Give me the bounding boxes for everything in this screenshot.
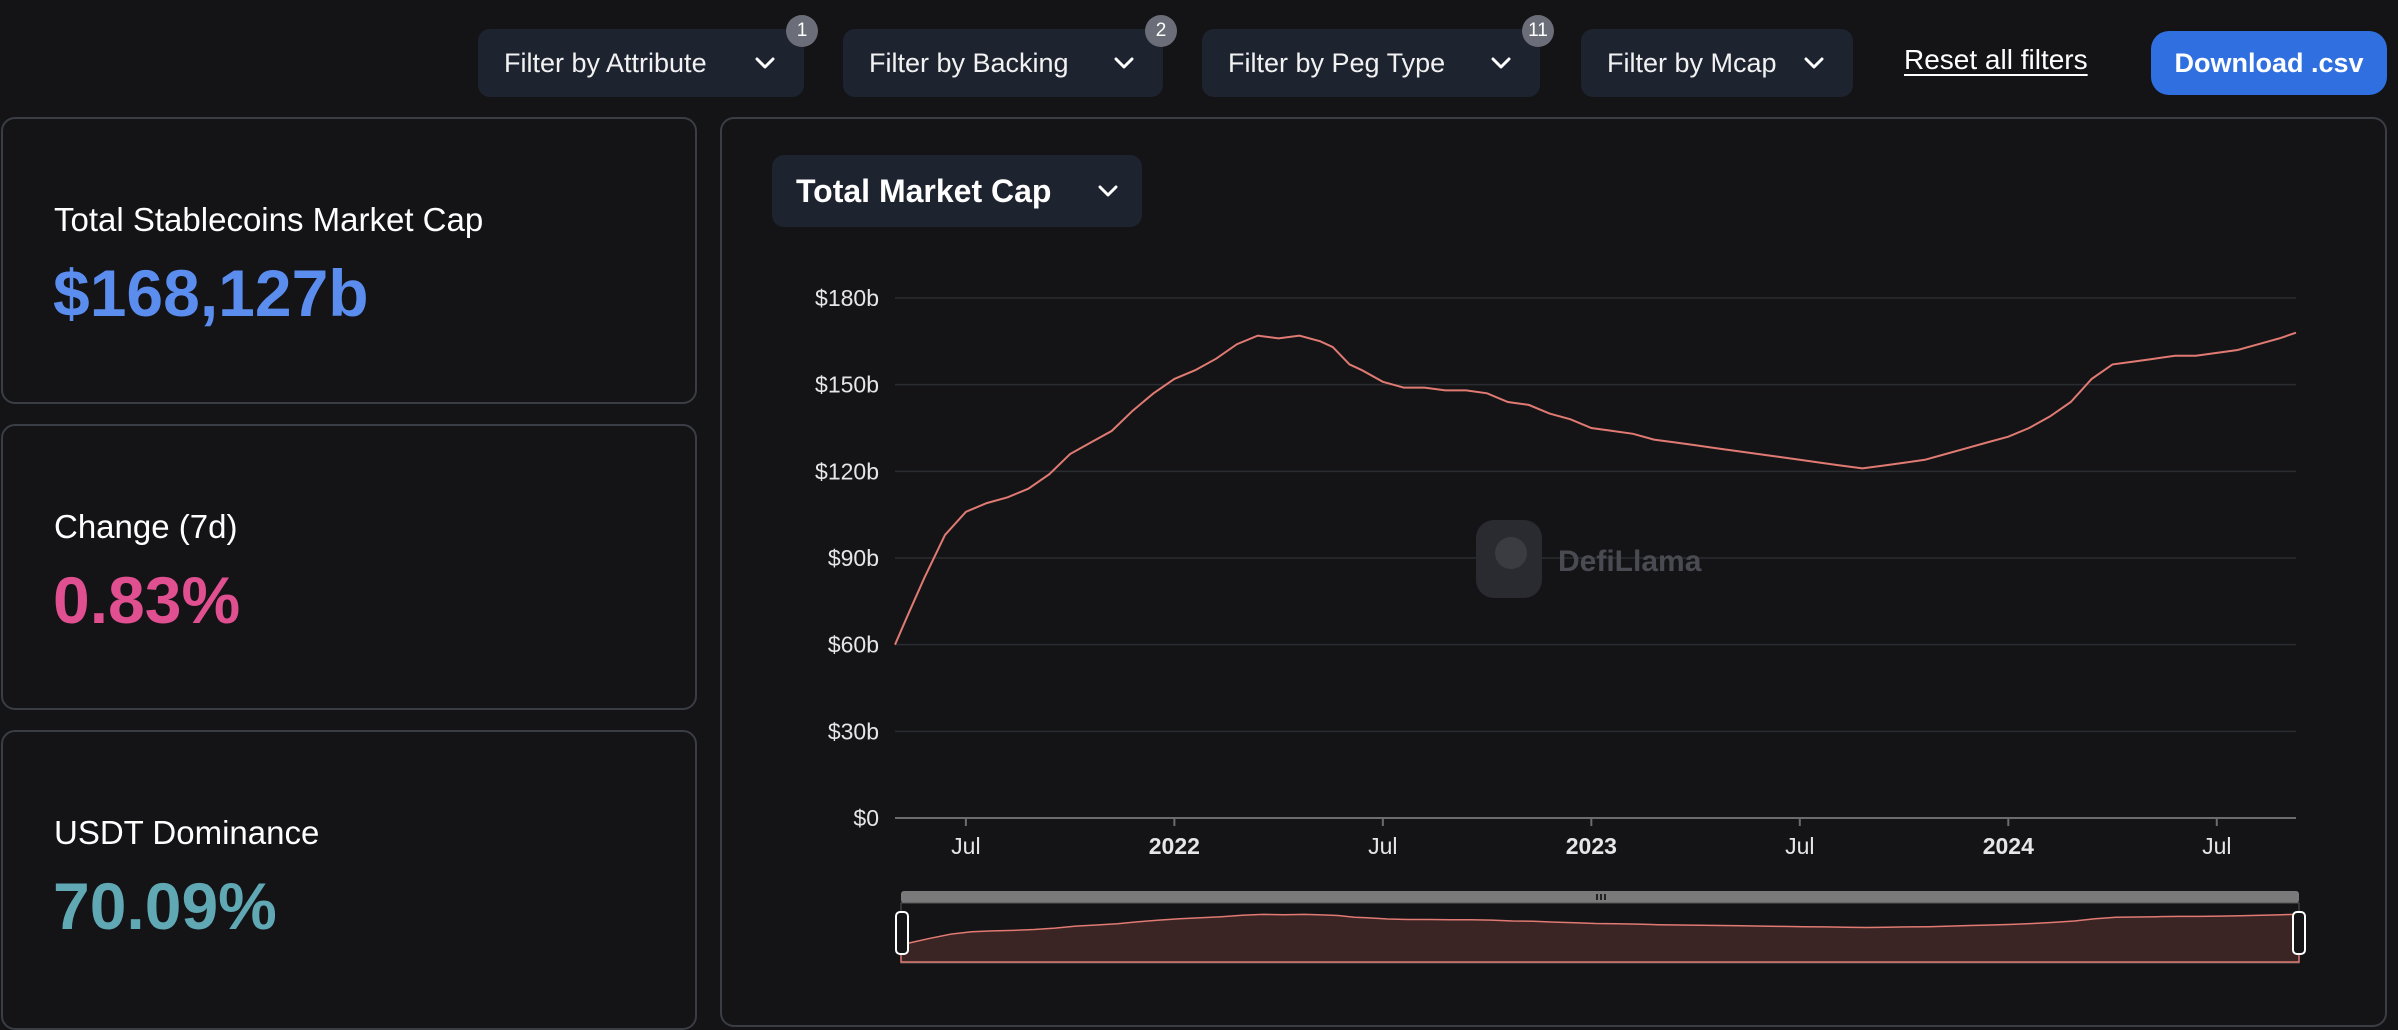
- y-tick-label: $30b: [828, 718, 879, 744]
- x-tick-label: Jul: [1368, 833, 1397, 859]
- stat-label: USDT Dominance: [54, 814, 320, 851]
- chevron-down-icon: [1801, 50, 1827, 76]
- chart-metric-select[interactable]: Total Market Cap: [772, 155, 1142, 227]
- chevron-down-icon: [1488, 50, 1514, 76]
- reset-filters-link[interactable]: Reset all filters: [1904, 44, 2088, 75]
- filter-count-badge: 11: [1522, 15, 1554, 47]
- stat-label: Total Stablecoins Market Cap: [54, 201, 484, 238]
- filter-attribute-button[interactable]: Filter by Attribute 1: [478, 15, 818, 97]
- x-tick-label: Jul: [951, 833, 980, 859]
- x-tick-label: 2024: [1983, 833, 2034, 859]
- stat-value: 70.09%: [53, 869, 277, 943]
- x-tick-label: Jul: [2202, 833, 2231, 859]
- brush-preview-area: [900, 913, 2300, 963]
- stat-value: 0.83%: [53, 563, 241, 637]
- y-tick-label: $180b: [815, 285, 879, 311]
- x-tick-label: 2023: [1566, 833, 1617, 859]
- brush-handle-left[interactable]: [895, 911, 909, 955]
- chart-metric-label: Total Market Cap: [796, 172, 1052, 209]
- series-line: [894, 331, 2297, 646]
- brush-grip-icon: [1596, 894, 1606, 900]
- chevron-down-icon: [1098, 185, 1118, 197]
- y-tick-label: $120b: [815, 458, 879, 484]
- defillama-watermark: DefiLlama: [1476, 520, 1702, 598]
- chevron-down-icon: [1111, 50, 1137, 76]
- stat-label: Change (7d): [54, 508, 238, 545]
- x-axis: Jul 2022 Jul 2023 Jul 2024 Jul: [951, 818, 2231, 859]
- chevron-down-icon: [752, 50, 778, 76]
- filter-backing-label: Filter by Backing: [869, 47, 1069, 78]
- y-tick-label: $90b: [828, 545, 879, 571]
- y-axis: $0 $30b $60b $90b $120b $150b $180b: [815, 285, 879, 831]
- filter-count-badge: 1: [786, 15, 818, 47]
- watermark-text: DefiLlama: [1558, 545, 1702, 578]
- x-tick-label: Jul: [1785, 833, 1814, 859]
- y-tick-label: $150b: [815, 372, 879, 398]
- grid: [895, 297, 2296, 819]
- brush-handle-right[interactable]: [2292, 911, 2306, 955]
- filter-count-badge: 2: [1145, 15, 1177, 47]
- filter-peg-type-button[interactable]: Filter by Peg Type 11: [1202, 15, 1554, 97]
- stat-card-usdt-dominance: USDT Dominance 70.09%: [1, 730, 697, 1030]
- stat-card-change-7d: Change (7d) 0.83%: [1, 424, 697, 710]
- chart-panel: [720, 117, 2387, 1027]
- filter-mcap-button[interactable]: Filter by Mcap: [1581, 29, 1853, 97]
- filter-attribute-label: Filter by Attribute: [504, 47, 707, 78]
- defillama-logo-icon: [1495, 537, 1527, 569]
- filter-mcap-label: Filter by Mcap: [1607, 47, 1777, 78]
- filter-peg-type-label: Filter by Peg Type: [1228, 47, 1446, 78]
- stat-value: $168,127b: [53, 256, 369, 330]
- y-tick-label: $0: [853, 805, 879, 831]
- download-csv-button[interactable]: Download .csv: [2151, 31, 2387, 95]
- filter-backing-button[interactable]: Filter by Backing 2: [843, 15, 1177, 97]
- range-brush[interactable]: [895, 891, 2306, 964]
- y-tick-label: $60b: [828, 632, 879, 658]
- x-tick-label: 2022: [1149, 833, 1200, 859]
- stat-card-total-mcap: Total Stablecoins Market Cap $168,127b: [1, 117, 697, 404]
